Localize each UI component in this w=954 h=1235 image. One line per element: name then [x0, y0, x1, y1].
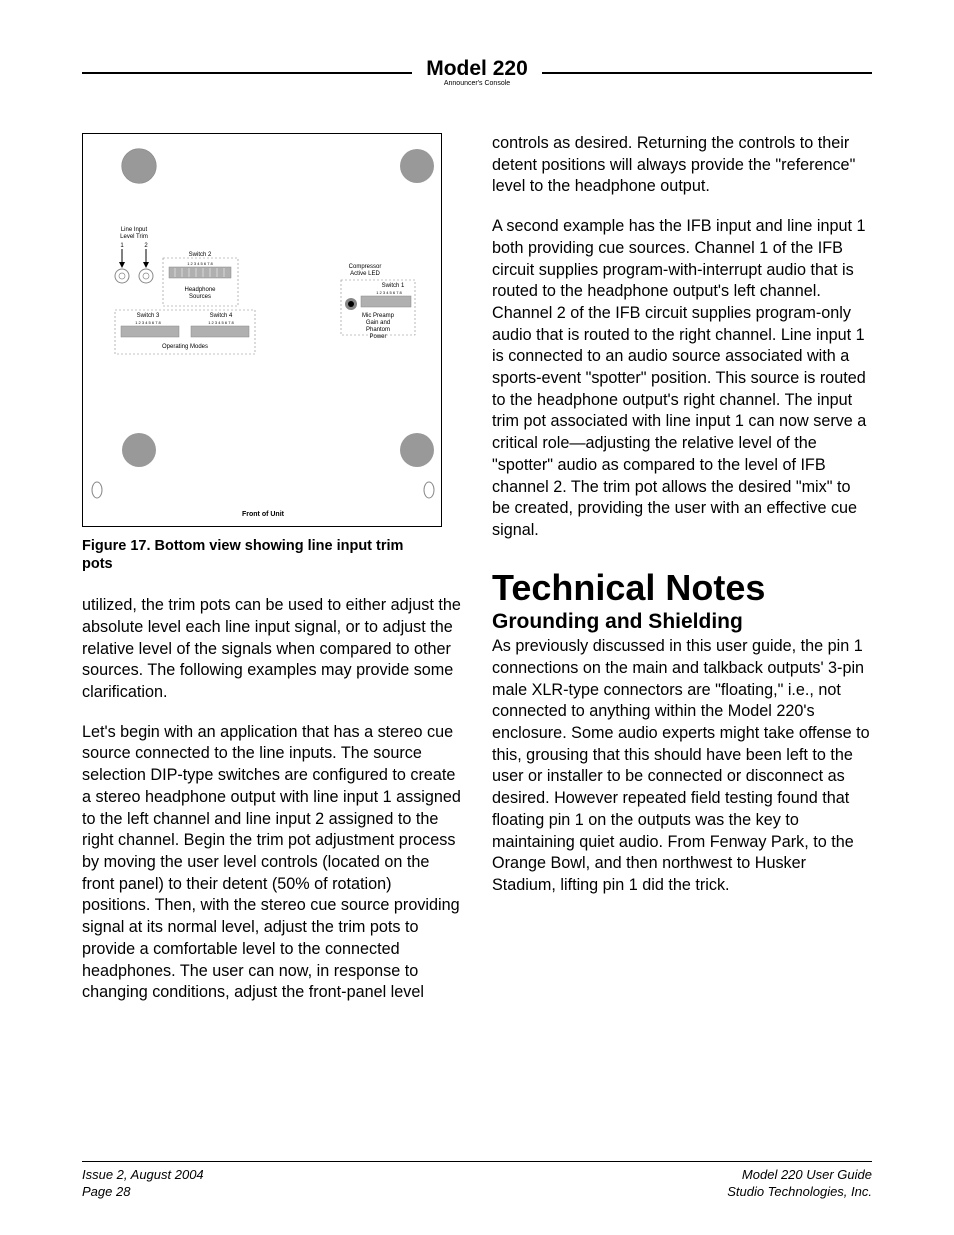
left-paragraph-2: Let's begin with an application that has…	[82, 722, 462, 1004]
footer-issue: Issue 2, August 2004	[82, 1167, 204, 1184]
subsection-heading: Grounding and Shielding	[492, 610, 872, 634]
svg-text:Switch 4: Switch 4	[210, 313, 233, 319]
header-rule-left	[82, 72, 412, 74]
svg-text:Sources: Sources	[189, 294, 211, 300]
svg-text:Switch 2: Switch 2	[189, 252, 212, 258]
svg-text:1 2 3 4 5 6 7 8: 1 2 3 4 5 6 7 8	[187, 261, 213, 266]
svg-text:Operating Modes: Operating Modes	[162, 344, 208, 350]
right-paragraph-1: controls as desired. Returning the contr…	[492, 133, 872, 198]
svg-text:Level Trim: Level Trim	[120, 234, 148, 240]
svg-text:Line Input: Line Input	[121, 227, 148, 233]
page-footer: Issue 2, August 2004 Page 28 Model 220 U…	[82, 1161, 872, 1201]
right-paragraph-2: A second example has the IFB input and l…	[492, 216, 872, 542]
svg-text:Compressor: Compressor	[349, 264, 382, 270]
svg-text:Mic Preamp: Mic Preamp	[362, 313, 395, 319]
footer-guide: Model 220 User Guide	[727, 1167, 872, 1184]
svg-text:1: 1	[120, 243, 124, 249]
right-paragraph-3: As previously discussed in this user gui…	[492, 636, 872, 896]
svg-text:Switch 1: Switch 1	[382, 283, 405, 289]
left-column: Front of Unit Line Input Level Trim 1 2	[82, 133, 462, 1022]
svg-text:Phantom: Phantom	[366, 327, 390, 333]
svg-text:Gain and: Gain and	[366, 320, 390, 326]
front-of-unit-label: Front of Unit	[242, 511, 285, 518]
svg-text:Switch 3: Switch 3	[137, 313, 160, 319]
header: Model 220 Announcer's Console	[82, 58, 872, 87]
right-column: controls as desired. Returning the contr…	[492, 133, 872, 1022]
svg-text:1 2 3 4 5 6 7 8: 1 2 3 4 5 6 7 8	[135, 320, 161, 325]
left-paragraph-1: utilized, the trim pots can be used to e…	[82, 595, 462, 704]
figure-bottom-view: Front of Unit Line Input Level Trim 1 2	[82, 133, 442, 527]
header-rule-right	[542, 72, 872, 74]
header-title: Model 220	[426, 58, 528, 79]
svg-text:1 2 3 4 5 6 7 8: 1 2 3 4 5 6 7 8	[208, 320, 234, 325]
header-subtitle: Announcer's Console	[426, 80, 528, 87]
footer-company: Studio Technologies, Inc.	[727, 1184, 872, 1201]
svg-text:2: 2	[144, 243, 148, 249]
svg-text:Headphone: Headphone	[184, 287, 216, 293]
footer-page: Page 28	[82, 1184, 204, 1201]
figure-caption: Figure 17. Bottom view showing line inpu…	[82, 537, 422, 573]
svg-text:Active LED: Active LED	[350, 271, 380, 277]
svg-text:1 2 3 4 5 6 7 8: 1 2 3 4 5 6 7 8	[376, 290, 402, 295]
section-heading: Technical Notes	[492, 568, 872, 608]
svg-text:Power: Power	[369, 334, 386, 340]
